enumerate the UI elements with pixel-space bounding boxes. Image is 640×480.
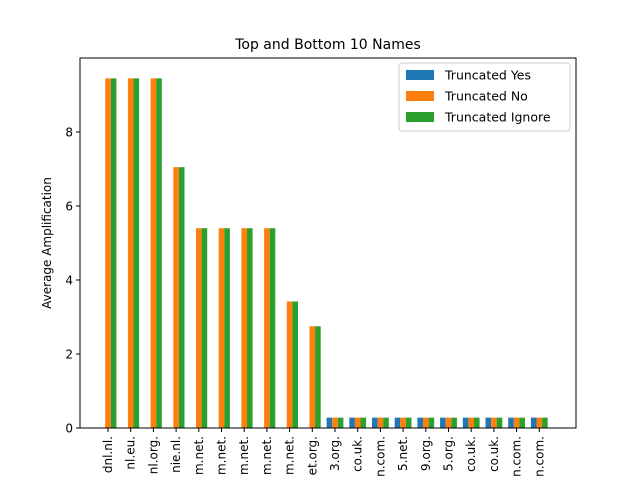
chart-title: Top and Bottom 10 Names <box>234 37 421 53</box>
x-tick-label: nie.nl. <box>169 436 183 473</box>
bar-no-18 <box>513 417 520 428</box>
x-tick-label: et.org. <box>305 436 319 475</box>
x-tick-label: n.com. <box>373 436 387 477</box>
bar-yes-16 <box>462 417 469 428</box>
bar-ignore-16 <box>474 417 480 428</box>
y-tick-label: 8 <box>65 126 73 140</box>
bar-no-10 <box>332 417 338 428</box>
legend-label: Truncated Ignore <box>444 110 551 125</box>
x-tick-label: co.uk. <box>487 436 501 472</box>
bar-ignore-18 <box>519 417 525 428</box>
x-tick-label: m.net. <box>260 436 274 475</box>
x-tick-label: n.com. <box>510 436 524 477</box>
bar-no-1 <box>127 78 134 428</box>
bar-no-14 <box>423 417 429 428</box>
bar-ignore-12 <box>383 417 389 428</box>
bar-no-7 <box>264 228 270 428</box>
bar-ignore-13 <box>405 417 412 428</box>
bar-no-9 <box>309 326 316 428</box>
x-tick-label: 5.net. <box>396 436 410 471</box>
bar-yes-10 <box>326 417 333 428</box>
y-tick-label: 2 <box>65 348 73 362</box>
x-tick-label: n.com. <box>532 436 546 477</box>
x-tick-label: nl.org. <box>146 436 160 474</box>
bar-ignore-2 <box>156 78 162 428</box>
bars-group <box>105 78 548 428</box>
bar-no-0 <box>105 78 111 428</box>
legend-swatch <box>406 91 434 101</box>
x-tick-label: 5.org. <box>442 436 456 471</box>
bar-no-19 <box>536 417 543 428</box>
bar-yes-18 <box>508 417 514 428</box>
bar-yes-12 <box>372 417 378 428</box>
bar-no-11 <box>354 417 361 428</box>
x-tick-label: co.uk. <box>351 436 365 472</box>
bar-yes-15 <box>440 417 446 428</box>
bar-yes-19 <box>530 417 537 428</box>
legend-swatch <box>406 70 434 80</box>
bar-ignore-1 <box>133 78 140 428</box>
x-tick-label: 9.org. <box>419 436 433 471</box>
bar-ignore-10 <box>337 417 344 428</box>
legend-label: Truncated No <box>444 89 528 104</box>
bar-no-15 <box>445 417 452 428</box>
bar-ignore-8 <box>292 301 298 428</box>
x-axis: dnl.nl. nl.eu. nl.org. nie.nl. m.net. m.net. m… <box>101 428 546 477</box>
bar-no-13 <box>400 417 406 428</box>
bar-no-17 <box>491 417 497 428</box>
legend-swatch <box>406 112 434 122</box>
y-axis: 0 2 4 6 8 <box>65 126 80 436</box>
x-tick-label: m.net. <box>215 436 229 475</box>
x-tick-label: 3.org. <box>328 436 342 471</box>
bar-ignore-4 <box>201 228 208 428</box>
bar-ignore-0 <box>110 78 117 428</box>
bar-yes-17 <box>485 417 492 428</box>
bar-no-12 <box>377 417 384 428</box>
y-axis-label: Average Amplification <box>40 177 54 309</box>
y-tick-label: 4 <box>65 274 73 288</box>
x-tick-label: m.net. <box>283 436 297 475</box>
bar-yes-14 <box>417 417 423 428</box>
x-tick-label: co.uk. <box>464 436 478 472</box>
bar-no-2 <box>150 78 157 428</box>
bar-ignore-5 <box>224 228 230 428</box>
bar-ignore-14 <box>428 417 435 428</box>
y-tick-label: 0 <box>65 422 73 436</box>
bar-no-6 <box>241 228 247 428</box>
bar-no-8 <box>286 301 293 428</box>
legend: Truncated Yes Truncated No Truncated Ignor… <box>398 62 571 132</box>
bar-ignore-6 <box>247 228 253 428</box>
bar-ignore-3 <box>178 167 185 428</box>
legend-box <box>398 62 571 132</box>
bar-yes-11 <box>349 417 355 428</box>
bar-ignore-15 <box>451 417 457 428</box>
bar-ignore-19 <box>542 417 548 428</box>
bar-ignore-7 <box>269 228 276 428</box>
bar-no-4 <box>196 228 202 428</box>
bar-no-5 <box>218 228 225 428</box>
bar-no-16 <box>468 417 474 428</box>
bar-yes-13 <box>394 417 401 428</box>
x-tick-label: nl.eu. <box>124 436 138 470</box>
y-tick-label: 6 <box>65 200 73 214</box>
bar-ignore-11 <box>360 417 367 428</box>
x-tick-label: dnl.nl. <box>101 436 115 473</box>
legend-label: Truncated Yes <box>444 68 531 83</box>
x-tick-label: m.net. <box>237 436 251 475</box>
x-tick-label: m.net. <box>192 436 206 475</box>
bar-ignore-17 <box>496 417 503 428</box>
bar-no-3 <box>173 167 179 428</box>
bar-ignore-9 <box>315 326 321 428</box>
plot-frame <box>79 57 577 429</box>
